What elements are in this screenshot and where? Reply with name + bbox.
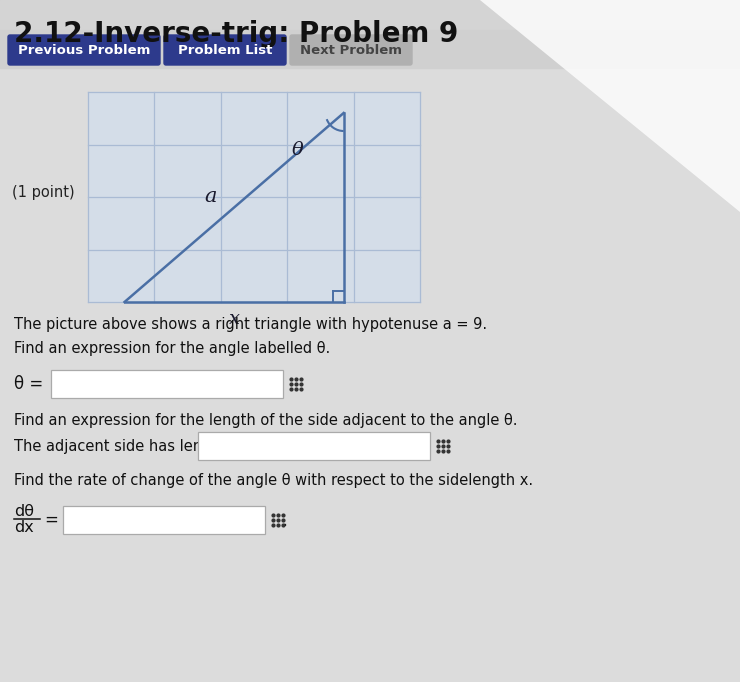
Bar [0,0,740,68]
Text: (1 point): (1 point) [12,185,75,200]
Polygon shape [480,0,740,212]
FancyBboxPatch shape [63,506,265,534]
Text: a: a [204,188,217,207]
Text: =: = [44,511,58,529]
Text: .: . [282,511,289,529]
Text: The adjacent side has length: The adjacent side has length [14,439,226,454]
Text: Next Problem: Next Problem [300,44,402,57]
Text: θ: θ [292,141,303,159]
Bar [88,92,420,302]
Text: 2.12-Inverse-trig: Problem 9: 2.12-Inverse-trig: Problem 9 [14,20,458,48]
Text: dθ: dθ [14,503,34,518]
Text: The picture above shows a right triangle with hypotenuse a = 9.: The picture above shows a right triangle… [14,316,487,331]
Text: x: x [229,310,240,328]
FancyBboxPatch shape [198,432,430,460]
Text: Problem List: Problem List [178,44,272,57]
FancyBboxPatch shape [51,370,283,398]
FancyBboxPatch shape [290,35,412,65]
Text: Find an expression for the length of the side adjacent to the angle θ.: Find an expression for the length of the… [14,413,517,428]
Text: Previous Problem: Previous Problem [18,44,150,57]
Text: Find the rate of change of the angle θ with respect to the sidelength x.: Find the rate of change of the angle θ w… [14,473,533,488]
Text: dx: dx [14,520,34,535]
Text: θ =: θ = [14,375,43,393]
FancyBboxPatch shape [164,35,286,65]
FancyBboxPatch shape [8,35,160,65]
Text: Find an expression for the angle labelled θ.: Find an expression for the angle labelle… [14,340,330,355]
Bar [0,30,740,68]
